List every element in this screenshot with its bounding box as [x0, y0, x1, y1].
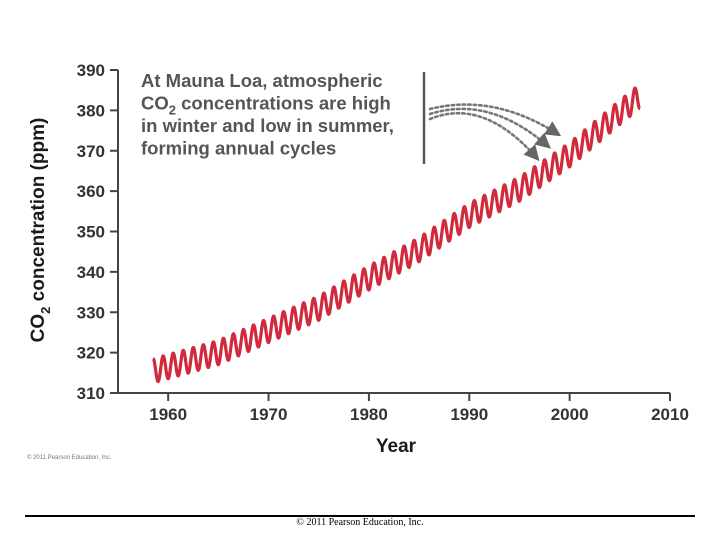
x-tick-label: 1960	[149, 405, 187, 424]
x-tick-label: 2000	[551, 405, 589, 424]
y-ticks: 310 320 330 340 350 360 370 380 390	[77, 61, 118, 403]
x-tick-label: 1970	[250, 405, 288, 424]
annotation-line: At Mauna Loa, atmospheric	[141, 70, 383, 91]
x-axis-title: Year	[376, 436, 417, 457]
y-tick-label: 350	[77, 223, 105, 242]
y-tick-label: 340	[77, 263, 105, 282]
y-title-subscript: 2	[38, 307, 53, 314]
x-ticks: 1960 1970 1980 1990 2000 2010	[149, 393, 689, 424]
y-tick-label: 330	[77, 303, 105, 322]
y-tick-label: 320	[77, 344, 105, 363]
y-tick-label: 390	[77, 61, 105, 80]
x-tick-label: 1990	[450, 405, 488, 424]
annotation-line: forming annual cycles	[141, 138, 336, 159]
y-title-part: concentration (ppm)	[28, 118, 49, 307]
footer-copyright: © 2011 Pearson Education, Inc.	[296, 517, 424, 528]
annotation-line: in winter and low in summer,	[141, 115, 394, 136]
annotation-arrow	[428, 103, 562, 137]
y-tick-label: 380	[77, 101, 105, 120]
annotation-arrows	[428, 103, 562, 162]
y-title-part: CO	[28, 314, 49, 343]
small-credit: © 2011 Pearson Education, Inc.	[27, 455, 112, 461]
x-tick-label: 2010	[651, 405, 689, 424]
x-tick-label: 1980	[350, 405, 388, 424]
co2-chart: 310 320 330 340 350 360 370 380 390 1960 1970 1980…	[28, 61, 689, 457]
y-axis-title: CO2 concentration (ppm)	[28, 118, 53, 343]
y-tick-label: 310	[77, 384, 105, 403]
co2-series-line	[151, 86, 642, 384]
annotation-arrow	[428, 111, 540, 162]
annotation-line: CO2 concentrations are high	[141, 93, 391, 118]
annotation-arrow	[428, 107, 551, 149]
y-tick-label: 370	[77, 142, 105, 161]
bottom-rule	[25, 515, 695, 517]
y-tick-label: 360	[77, 182, 105, 201]
